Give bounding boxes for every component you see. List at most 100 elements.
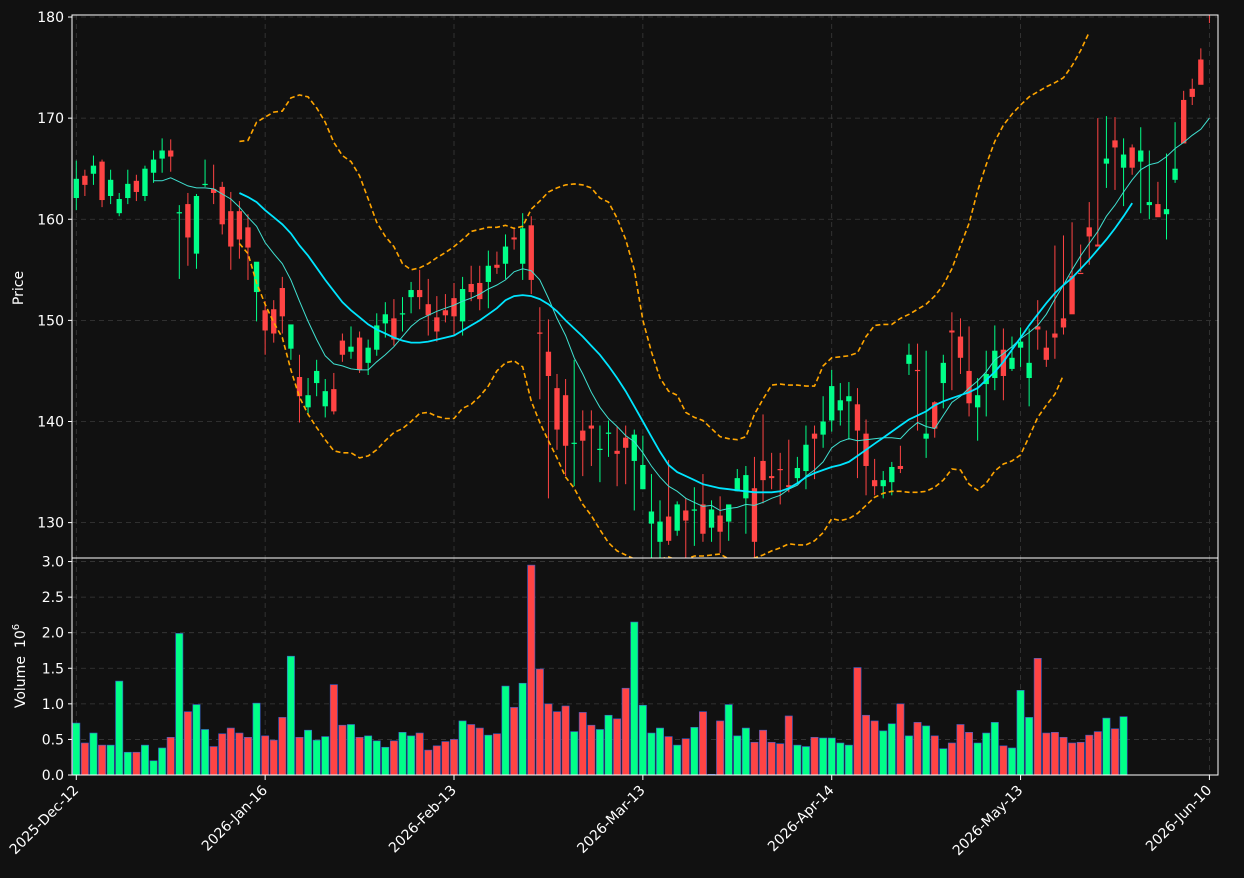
volume-bar xyxy=(407,735,416,776)
volume-bar xyxy=(990,722,999,776)
candle-body xyxy=(648,511,655,524)
volume-bar xyxy=(106,744,115,776)
candle-body xyxy=(210,188,217,193)
candle-body xyxy=(511,237,517,240)
volume-panel-frame xyxy=(71,557,1219,776)
candle-body xyxy=(786,485,792,488)
volume-bar xyxy=(587,724,596,776)
volume-bar xyxy=(132,751,141,776)
candle-body xyxy=(365,347,371,363)
volume-bar xyxy=(364,735,373,776)
volume-bar xyxy=(381,746,390,776)
upper-band-line xyxy=(239,31,1090,441)
candle-body xyxy=(1198,59,1204,85)
volume-tick-label: 1.5 xyxy=(42,661,64,677)
volume-bar xyxy=(501,685,510,776)
candle-body xyxy=(313,370,320,384)
candle-body xyxy=(1043,347,1049,360)
candle-body xyxy=(665,516,672,541)
volume-bars xyxy=(72,564,1128,776)
volume-tick-label: 2.5 xyxy=(42,590,64,606)
price-tick-label: 150 xyxy=(37,313,64,329)
volume-bar xyxy=(999,745,1008,776)
candle-body xyxy=(279,288,285,317)
volume-bar xyxy=(613,718,622,776)
candle-body xyxy=(700,504,706,534)
candle-body xyxy=(537,332,543,334)
volume-bar xyxy=(398,732,407,776)
candle-body xyxy=(159,150,165,159)
volume-bar xyxy=(432,745,441,776)
volume-bar xyxy=(982,732,991,776)
volume-bar xyxy=(484,734,493,776)
candle-body xyxy=(1181,99,1187,144)
volume-bar xyxy=(244,736,252,776)
volume-bar xyxy=(141,744,149,776)
volume-bar xyxy=(716,720,725,776)
price-tick-label: 160 xyxy=(37,212,64,228)
candle-body xyxy=(717,515,723,532)
volume-bar xyxy=(295,736,304,776)
volume-bar xyxy=(570,731,579,776)
volume-bar xyxy=(226,727,235,776)
volume-bar xyxy=(544,703,553,776)
volume-bar xyxy=(175,633,184,776)
candle-body xyxy=(459,289,466,322)
candle-body xyxy=(743,475,749,499)
candle-body xyxy=(726,504,732,522)
candle-body xyxy=(1017,341,1024,348)
volume-bar xyxy=(98,744,106,776)
candle-body xyxy=(1103,158,1110,164)
volume-bar xyxy=(1050,732,1059,776)
volume-bar xyxy=(1068,742,1077,776)
candle-body xyxy=(434,317,440,332)
price-tick-label: 130 xyxy=(37,516,64,532)
volume-bar xyxy=(115,680,124,776)
candle-body xyxy=(1189,88,1195,97)
candle-body xyxy=(957,336,964,358)
candle-body xyxy=(296,377,303,397)
candle-body xyxy=(150,159,157,173)
candle-body xyxy=(614,450,620,454)
volume-bar xyxy=(1076,741,1085,776)
candle-body xyxy=(451,298,457,317)
volume-bar xyxy=(89,732,98,776)
indicator-lines xyxy=(153,31,1210,558)
candle-body xyxy=(571,442,577,444)
candle-body xyxy=(99,161,105,201)
candle-body xyxy=(228,211,234,247)
volume-bar xyxy=(750,741,759,776)
price-y-axis: 130 140 150 160 170 180 xyxy=(37,10,72,532)
volume-bar xyxy=(853,667,862,776)
candle-body xyxy=(1035,326,1041,330)
candle-body xyxy=(992,350,998,379)
candle-body xyxy=(966,370,972,404)
candle-body xyxy=(142,168,148,196)
volume-bar xyxy=(819,737,828,776)
volume-bar xyxy=(355,736,364,776)
volume-bar xyxy=(887,723,896,776)
candle-body xyxy=(322,391,328,407)
candle-body xyxy=(829,386,835,421)
volume-bar xyxy=(209,746,218,776)
volume-bar xyxy=(870,720,879,776)
volume-tick-label: 0.5 xyxy=(42,732,64,748)
volume-bar xyxy=(630,621,639,776)
candlesticks xyxy=(73,15,1210,558)
volume-tick-label: 2.0 xyxy=(42,626,64,642)
volume-bar xyxy=(656,727,664,776)
volume-bar xyxy=(698,711,707,776)
volume-bar xyxy=(905,735,913,776)
volume-bar xyxy=(72,722,81,776)
volume-bar xyxy=(321,736,330,776)
candle-body xyxy=(339,340,346,355)
candle-body xyxy=(245,227,251,248)
volume-bar xyxy=(681,738,690,776)
volume-bar xyxy=(733,735,742,776)
candle-body xyxy=(82,175,88,185)
volume-bar xyxy=(252,702,261,776)
candle-body xyxy=(1163,209,1170,215)
volume-bar xyxy=(424,749,433,776)
candle-body xyxy=(751,488,758,542)
candle-body xyxy=(1069,275,1075,315)
